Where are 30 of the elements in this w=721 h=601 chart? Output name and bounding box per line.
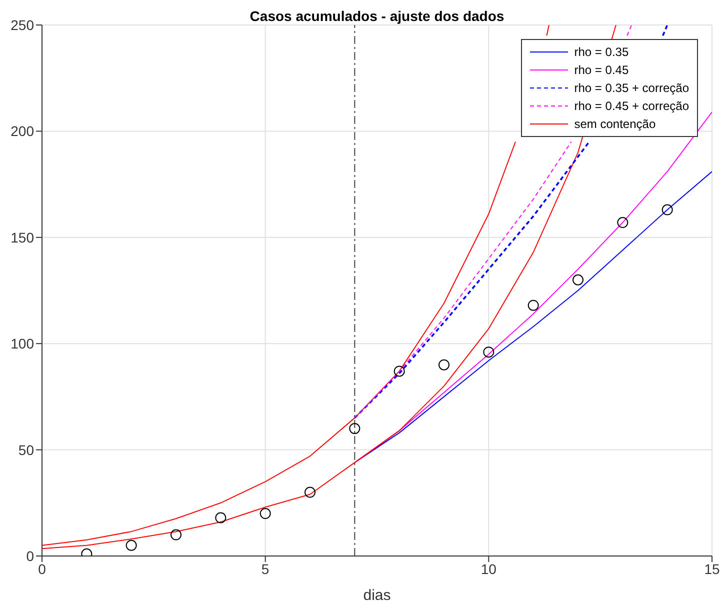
x-axis-title: dias — [363, 587, 391, 601]
point — [170, 529, 182, 540]
point — [394, 366, 405, 377]
point — [572, 274, 584, 286]
point — [215, 512, 226, 524]
legend-label: rho = 0.45 + correção — [574, 99, 689, 113]
legend-label: sem contenção — [574, 117, 656, 131]
x-tick-label: 0 — [38, 560, 46, 577]
x-tick-label: 5 — [261, 560, 270, 577]
chart-title: Casos acumulados - ajuste dos dados — [248, 8, 506, 24]
point — [528, 300, 539, 311]
point — [438, 359, 450, 370]
legend-label: rho = 0.35 + correção — [574, 81, 689, 95]
y-tick-label: 150 — [10, 229, 34, 246]
x-tick-label: 10 — [480, 560, 497, 577]
point — [617, 217, 628, 228]
point — [260, 508, 271, 520]
point — [349, 423, 360, 434]
point — [662, 204, 673, 216]
legend-label: rho = 0.45 — [574, 63, 629, 77]
point — [483, 346, 494, 358]
legend-label: rho = 0.35 — [574, 45, 629, 59]
y-tick-label: 0 — [26, 548, 34, 564]
point — [304, 486, 316, 498]
y-tick-label: 50 — [18, 442, 34, 458]
y-tick-label: 250 — [10, 16, 34, 33]
x-tick-label: 15 — [704, 560, 720, 577]
point — [126, 540, 137, 551]
y-tick-label: 100 — [10, 336, 34, 352]
y-tick-label: 200 — [10, 123, 34, 140]
